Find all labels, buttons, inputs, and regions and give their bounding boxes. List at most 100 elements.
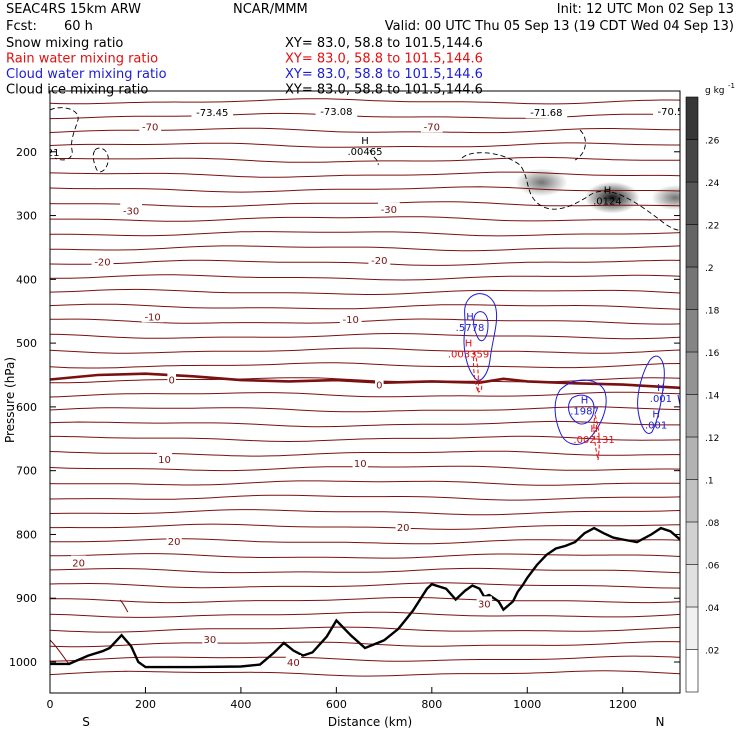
isotherm bbox=[50, 245, 680, 252]
rain-water-contour bbox=[593, 414, 600, 461]
temperature-label-background bbox=[420, 119, 443, 133]
y-tick-label: 400 bbox=[16, 273, 37, 286]
maximum-marker: H bbox=[604, 186, 612, 197]
y-tick-label: 900 bbox=[16, 592, 37, 605]
colorbar-tick-label: .22 bbox=[705, 222, 719, 232]
isotherm bbox=[50, 670, 680, 677]
colorbar-bin bbox=[686, 649, 698, 693]
isotherm bbox=[50, 186, 680, 193]
isotherm bbox=[50, 156, 680, 163]
maximum-value-label: .00465 bbox=[348, 147, 383, 158]
temperature-contour-label: 40 bbox=[287, 658, 300, 669]
cloud-ice-contour bbox=[369, 149, 379, 166]
temperature-contour-label: 20 bbox=[168, 537, 181, 548]
temperature-label-background bbox=[285, 655, 302, 668]
x-axis-title: Distance (km) bbox=[328, 715, 412, 729]
maximum-marker: H bbox=[581, 395, 589, 406]
colorbar-bin bbox=[686, 607, 698, 650]
plot-area: -73.45 -73.08 -71.68 -70.5 -70 -70 -30 -30 -20 -2… bbox=[9, 90, 684, 711]
cloud-ice-contour bbox=[50, 107, 79, 161]
x-axis-end-label: N bbox=[656, 715, 665, 729]
isotherm bbox=[50, 216, 680, 222]
init-time: Init: 12 UTC Mon 02 Sep 13 bbox=[557, 2, 734, 17]
x-tick-label: 1200 bbox=[609, 698, 637, 711]
temperature-label-background bbox=[71, 555, 87, 569]
cloud-water-contour bbox=[554, 379, 607, 445]
colorbar-tick-label: .24 bbox=[705, 179, 720, 189]
isotherm bbox=[50, 494, 680, 501]
colorbar-tick-label: .16 bbox=[705, 349, 720, 359]
temperature-contour-label: 30 bbox=[204, 635, 217, 646]
terrain-line bbox=[50, 526, 680, 669]
isotherm bbox=[50, 347, 680, 354]
x-tick-label: 0 bbox=[47, 698, 54, 711]
colorbar-bin bbox=[686, 522, 698, 565]
temperature-label-background bbox=[652, 103, 680, 117]
temperature-label-background bbox=[91, 254, 114, 268]
isotherm bbox=[50, 391, 680, 398]
maximum-value-label: .1987 bbox=[570, 406, 599, 417]
isotherm bbox=[50, 318, 680, 325]
colorbar-tick-label: .08 bbox=[705, 519, 720, 529]
isotherm bbox=[50, 420, 680, 428]
y-tick-label: 1000 bbox=[9, 656, 37, 669]
cloud-ice-contour bbox=[92, 147, 109, 173]
x-tick-label: 800 bbox=[421, 698, 442, 711]
isotherm bbox=[50, 641, 680, 648]
colorbar: .02 .04 .06 .08 .1 .12 .14 .16 .18 .2 .22 .24 .26 bbox=[685, 96, 720, 693]
isotherm bbox=[50, 112, 680, 120]
x-tick-label: 1000 bbox=[513, 698, 541, 711]
maximum-marker: H bbox=[41, 137, 49, 148]
cloud-water-contour bbox=[637, 355, 665, 434]
temperature-contour-label: -30 bbox=[123, 206, 139, 217]
isotherm bbox=[50, 655, 680, 662]
field-xy: XY= 83.0, 58.8 to 101.5,144.6 bbox=[285, 52, 483, 67]
colorbar-bin bbox=[686, 267, 698, 310]
field-legend: Snow mixing ratio XY= 83.0, 58.8 to 101.5… bbox=[6, 36, 483, 98]
temperature-label-background bbox=[339, 311, 362, 325]
isotherm bbox=[50, 450, 680, 457]
maximum-value-label: .003359 bbox=[448, 350, 489, 361]
colorbar-bin bbox=[686, 564, 698, 608]
maximum-value-label: .5778 bbox=[456, 323, 485, 334]
cloud-ice-contour bbox=[461, 152, 680, 231]
temperature-contour-label: -70.5 bbox=[658, 107, 684, 118]
colorbar-tick-label: .14 bbox=[705, 392, 720, 402]
maximum-marker: H bbox=[652, 409, 660, 420]
isotherm bbox=[50, 171, 680, 178]
temperature-contour-label: 10 bbox=[158, 455, 171, 466]
isotherm bbox=[50, 538, 680, 545]
maximum-value-label: .0124 bbox=[593, 197, 622, 208]
isotherm bbox=[50, 509, 680, 516]
x-tick-label: 600 bbox=[326, 698, 347, 711]
isotherm bbox=[50, 201, 680, 208]
temperature-contour-label: -30 bbox=[381, 205, 397, 216]
y-tick-label: 200 bbox=[16, 146, 37, 159]
cloud-water-contour bbox=[463, 293, 498, 381]
isotherm bbox=[50, 582, 680, 589]
field-xy: XY= 83.0, 58.8 to 101.5,144.6 bbox=[285, 67, 483, 82]
y-tick-label: 500 bbox=[16, 337, 37, 350]
cloud-ice-contour bbox=[574, 129, 586, 161]
isotherm bbox=[50, 626, 680, 633]
colorbar-tick-label: .2 bbox=[705, 264, 714, 274]
temperature-label-background bbox=[395, 519, 411, 533]
temperature-label-background bbox=[315, 103, 358, 117]
temperature-contour-label: -70 bbox=[424, 122, 440, 133]
colorbar-unit: g kg bbox=[705, 86, 725, 96]
isotherm bbox=[50, 597, 680, 604]
temperature-contour-label: 20 bbox=[397, 523, 410, 534]
colorbar-tick-label: .02 bbox=[705, 647, 719, 657]
temperature-contour-label: -20 bbox=[94, 257, 110, 268]
colorbar-bin bbox=[686, 97, 698, 140]
temperature-contour-label: -70 bbox=[142, 122, 158, 133]
maximum-marker: H bbox=[361, 136, 369, 147]
model-title: SEAC4RS 15km ARW bbox=[6, 2, 141, 17]
y-tick-label: 600 bbox=[16, 401, 37, 414]
maximum-value-label: .001 bbox=[650, 394, 672, 405]
isotherm bbox=[50, 303, 680, 310]
temperature-contour-label: 10 bbox=[354, 459, 367, 470]
isotherm bbox=[50, 611, 680, 618]
colorbar-unit-exponent: -1 bbox=[728, 82, 735, 90]
colorbar-bin bbox=[686, 182, 698, 225]
